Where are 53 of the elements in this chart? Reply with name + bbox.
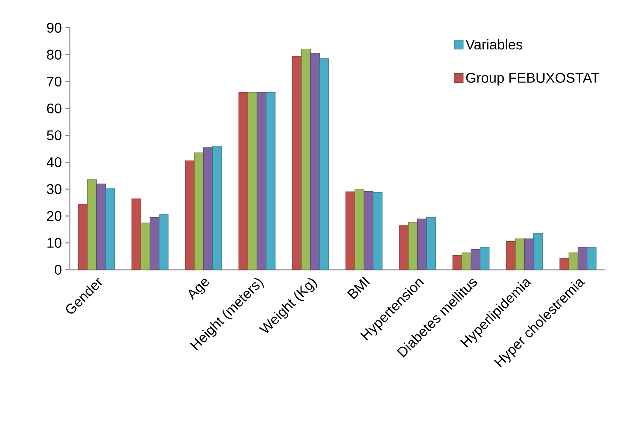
bar (248, 92, 258, 270)
bar (364, 191, 374, 270)
bar (96, 184, 106, 270)
legend-label: Variables (466, 39, 523, 50)
y-tick-label: 70 (47, 76, 62, 87)
bar (159, 214, 169, 270)
y-tick-label: 30 (47, 184, 62, 194)
bar (194, 152, 204, 270)
bar (560, 258, 570, 270)
bar (132, 198, 142, 270)
bar (470, 250, 481, 270)
y-tick-label: 40 (46, 157, 62, 168)
bar (452, 255, 462, 270)
bar (462, 252, 472, 270)
bar (238, 92, 248, 270)
bar (106, 188, 116, 270)
bar (408, 222, 418, 270)
y-tick-label: 20 (47, 211, 62, 222)
bar (373, 192, 383, 270)
bar (292, 56, 302, 270)
bar (399, 226, 409, 270)
bar (78, 204, 88, 270)
y-tick-label: 0 (54, 265, 62, 275)
bar (506, 241, 516, 270)
bar (534, 233, 544, 270)
x-tick-label: Age (188, 279, 210, 300)
bar (140, 222, 151, 270)
bar (568, 252, 579, 270)
y-tick-label: 90 (47, 23, 62, 33)
legend-label: Group FEBUXOSTAT (466, 73, 600, 86)
bar (212, 146, 222, 270)
bar (185, 160, 195, 270)
bar (310, 52, 320, 270)
y-tick-label: 50 (47, 130, 62, 141)
bar (426, 217, 436, 270)
bar (256, 92, 267, 270)
bar (87, 180, 98, 270)
bar (301, 48, 312, 270)
bar (203, 148, 214, 270)
bar (354, 189, 365, 270)
bar (417, 218, 428, 270)
bar (587, 247, 597, 270)
bar (524, 238, 534, 270)
y-tick-label: 80 (47, 50, 62, 60)
bar (320, 58, 330, 270)
bar (578, 247, 588, 270)
y-tick-label: 10 (48, 238, 62, 248)
bar (515, 238, 526, 270)
bar (480, 247, 490, 270)
bar (346, 192, 356, 270)
y-tick-label: 60 (47, 104, 62, 114)
bar (150, 218, 160, 270)
bar (266, 92, 276, 270)
